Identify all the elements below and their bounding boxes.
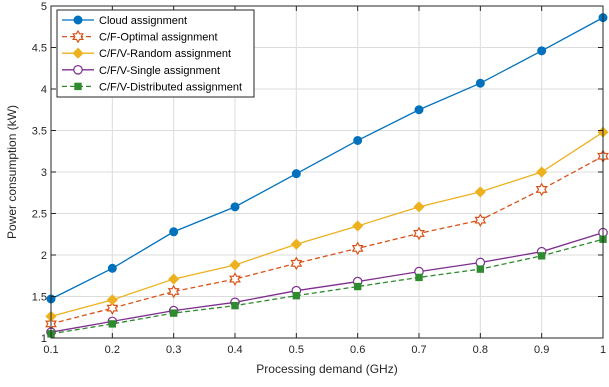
- y-tick-label: 2: [41, 250, 47, 262]
- data-point: [537, 46, 547, 56]
- x-tick-label: 0.4: [227, 344, 242, 356]
- data-point: [107, 263, 117, 273]
- legend-entry: C/F-Optimal assignment: [62, 29, 218, 44]
- legend-marker: [73, 15, 83, 25]
- data-point: [106, 294, 118, 306]
- legend-label: C/F/V-Random assignment: [99, 48, 231, 60]
- x-tick-label: 0.9: [534, 344, 549, 356]
- y-axis-label: Power consumption (kW): [5, 105, 19, 239]
- data-point: [290, 256, 303, 271]
- series-line: [50, 17, 604, 300]
- data-point: [353, 135, 363, 145]
- data-point: [413, 201, 425, 213]
- data-point: [108, 320, 117, 328]
- axis-ticks: 0.1 0.2 0.3 0.4 0.5 0.6 0.7 0.8 0.9 1 1 1.5 2 2.5 3 3.5…: [32, 1, 606, 356]
- x-tick-label: 0.2: [105, 344, 120, 356]
- data-point: [229, 259, 241, 271]
- y-tick-label: 4: [41, 84, 47, 96]
- data-point: [474, 213, 487, 227]
- data-point: [353, 282, 362, 291]
- data-point: [475, 257, 486, 268]
- data-point: [230, 202, 240, 212]
- legend-marker: [72, 47, 84, 59]
- legend-marker: [72, 29, 84, 44]
- data-point: [169, 309, 178, 317]
- legend-entry: C/F/V-Single assignment: [62, 65, 220, 77]
- data-point: [352, 220, 364, 232]
- legend-marker: [74, 82, 82, 91]
- y-tick-label: 2.5: [32, 209, 47, 221]
- series-layer: [45, 13, 609, 338]
- data-point: [291, 169, 301, 179]
- data-point: [351, 241, 364, 256]
- series-line: [50, 155, 604, 325]
- data-point: [537, 252, 546, 260]
- legend-label: C/F/V-Single assignment: [99, 65, 220, 77]
- x-tick-label: 1: [600, 344, 606, 356]
- data-point: [106, 301, 119, 315]
- data-point: [413, 226, 425, 241]
- data-point: [474, 186, 486, 198]
- y-tick-label: 4.5: [32, 43, 47, 55]
- data-point: [536, 166, 548, 178]
- data-point: [169, 227, 179, 237]
- x-tick-label: 0.1: [43, 344, 58, 356]
- legend-label: Cloud assignment: [99, 15, 187, 27]
- x-tick-label: 0.5: [289, 344, 304, 356]
- x-tick-label: 0.7: [411, 344, 426, 356]
- series-line: [50, 238, 604, 335]
- y-tick-label: 3: [41, 167, 47, 179]
- legend-entry: Cloud assignment: [62, 15, 187, 27]
- y-tick-label: 1.5: [32, 292, 47, 304]
- data-point: [415, 273, 423, 282]
- series-1: [46, 13, 608, 304]
- legend: Cloud assignment C/F-Optimal assignment C/…: [56, 9, 255, 98]
- data-point: [475, 78, 485, 88]
- y-tick-label: 3.5: [32, 126, 47, 138]
- legend-label: C/F-Optimal assignment: [99, 32, 218, 44]
- legend-entry: C/F/V-Distributed assignment: [62, 81, 242, 93]
- legend-label: C/F/V-Distributed assignment: [99, 81, 242, 93]
- data-point: [168, 273, 180, 285]
- data-point: [229, 272, 241, 286]
- y-tick-label: 5: [41, 1, 47, 13]
- legend-marker: [73, 65, 83, 75]
- data-point: [476, 265, 485, 273]
- data-point: [292, 291, 301, 300]
- data-point: [290, 238, 302, 250]
- data-point: [535, 182, 548, 197]
- data-point: [167, 284, 180, 299]
- series-line: [50, 131, 604, 318]
- series-line: [50, 231, 604, 333]
- x-tick-label: 0.3: [166, 344, 181, 356]
- data-point: [414, 105, 424, 115]
- x-axis-label: Processing demand (GHz): [256, 362, 397, 376]
- x-tick-label: 0.8: [473, 344, 488, 356]
- y-tick-label: 1: [41, 333, 47, 345]
- data-point: [231, 301, 239, 310]
- x-tick-label: 0.6: [350, 344, 365, 356]
- legend-entry: C/F/V-Random assignment: [62, 47, 231, 60]
